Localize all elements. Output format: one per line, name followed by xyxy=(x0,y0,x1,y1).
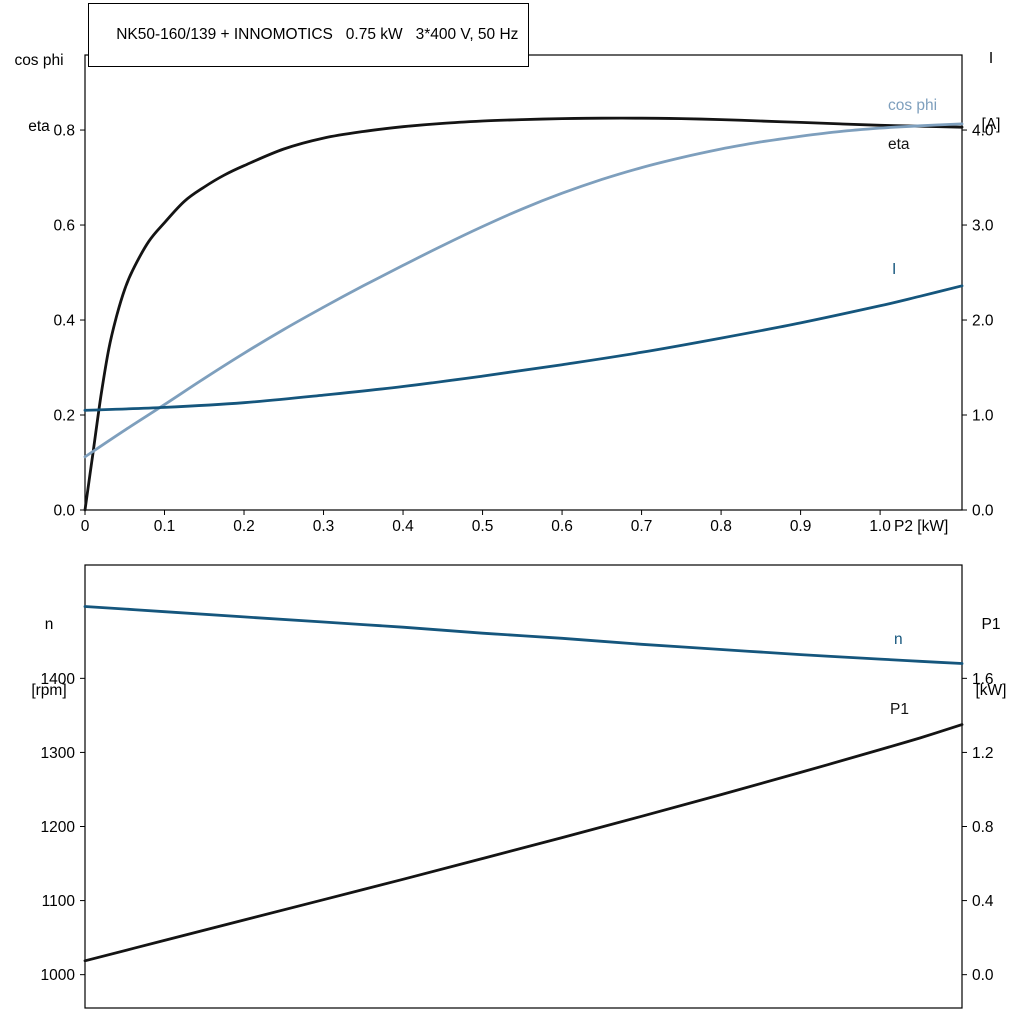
cos-phi-curve xyxy=(83,122,964,459)
right-tick-label: 0.8 xyxy=(972,819,994,836)
right-axis-title-current: I xyxy=(988,50,994,67)
chart-title-box: NK50-160/139 + INNOMOTICS 0.75 kW 3*400 … xyxy=(88,3,530,67)
left-axis-title-cosphi: cos phi xyxy=(14,52,64,69)
right-axis-title-p1: P1 xyxy=(981,616,1001,633)
left-axis-title-eta: eta xyxy=(28,118,50,135)
left-tick-label: 0.6 xyxy=(53,218,75,235)
right-tick-label: 0.0 xyxy=(972,967,994,984)
right-tick-label: 1.0 xyxy=(972,408,994,425)
input-power-curve xyxy=(83,723,964,963)
plot-frame xyxy=(84,564,963,1009)
x-tick-label: 0.1 xyxy=(154,518,176,535)
right-tick-label: 4.0 xyxy=(972,123,994,140)
curve-label-cos-phi: cos phi xyxy=(888,97,938,114)
right-tick-label: 1.2 xyxy=(972,745,994,762)
left-tick-label: 0.4 xyxy=(53,313,75,330)
speed-curve xyxy=(83,605,964,665)
chart-title: NK50-160/139 + INNOMOTICS 0.75 kW 3*400 … xyxy=(116,26,519,43)
x-tick-label: 0.2 xyxy=(233,518,255,535)
x-tick-label: 0.6 xyxy=(551,518,573,535)
current-curve xyxy=(83,284,964,412)
curve-label-p1: P1 xyxy=(890,701,909,718)
chart-0: 0 0.1 0.2 0.3 0.4 0.5 0.6 0.7 0.8 0.9 1.0 0.0 0.2 0.4… xyxy=(53,54,994,535)
eta-curve xyxy=(83,116,964,512)
left-tick-label: 1400 xyxy=(41,671,76,688)
x-tick-label: 0.7 xyxy=(631,518,653,535)
lower-left-axis-title: n [rpm] xyxy=(14,570,84,746)
x-tick-label: 0.3 xyxy=(313,518,335,535)
left-tick-label: 0.0 xyxy=(53,503,75,520)
right-tick-label: 0.4 xyxy=(972,893,994,910)
upper-x-axis-title: P2 [kW] xyxy=(894,518,949,535)
chart-1: 1000 1100 1200 1300 1400 0.0 0.4 0.8 1.2 1.6 xyxy=(41,564,994,1009)
left-tick-label: 1300 xyxy=(41,745,76,762)
right-axis-title-ampere-unit: [A] xyxy=(981,116,1001,133)
upper-right-axis-title: I [A] xyxy=(964,4,1018,180)
left-tick-label: 1000 xyxy=(41,967,76,984)
right-tick-label: 3.0 xyxy=(972,218,994,235)
right-tick-label: 0.0 xyxy=(972,503,994,520)
x-tick-label: 0.8 xyxy=(710,518,732,535)
x-tick-label: 1.0 xyxy=(869,518,891,535)
left-tick-label: 1100 xyxy=(42,893,76,910)
curve-label-eta: eta xyxy=(888,136,910,153)
left-tick-label: 0.8 xyxy=(53,123,75,140)
x-tick-label: 0.4 xyxy=(392,518,414,535)
x-tick-label: 0 xyxy=(81,518,90,535)
x-tick-label: 0.5 xyxy=(472,518,494,535)
upper-left-axis-title: cos phi eta xyxy=(2,6,76,182)
lower-right-axis-title: P1 [kW] xyxy=(964,570,1018,746)
curve-label-current: I xyxy=(892,261,897,278)
left-axis-title-rpm-unit: [rpm] xyxy=(31,682,67,699)
x-tick-label: 0.9 xyxy=(790,518,812,535)
right-axis-title-kw-unit: [kW] xyxy=(975,682,1007,699)
right-tick-label: 2.0 xyxy=(972,313,994,330)
curve-label-speed: n xyxy=(894,631,903,648)
left-tick-label: 0.2 xyxy=(53,408,75,425)
left-tick-label: 1200 xyxy=(41,819,76,836)
right-tick-label: 1.6 xyxy=(972,671,994,688)
left-axis-title-speed: n xyxy=(44,616,54,633)
